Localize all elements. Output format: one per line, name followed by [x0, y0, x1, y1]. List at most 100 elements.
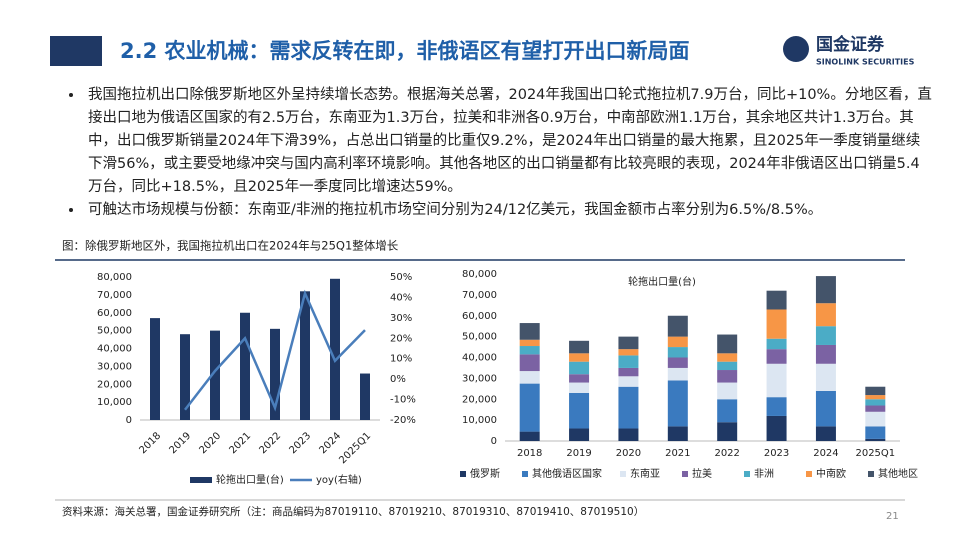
bar-segment: [519, 339, 540, 347]
legend-swatch: [868, 471, 874, 477]
bar-segment: [667, 347, 688, 358]
bar-segment: [667, 336, 688, 348]
line: [184, 289, 366, 412]
y2-tick-label: -10%: [390, 395, 416, 406]
bar-segment: [865, 405, 886, 412]
x-tick-label: 2024: [813, 448, 838, 459]
y2-tick-label: 10%: [390, 354, 412, 365]
bar: [210, 330, 220, 420]
legend-swatch: [806, 471, 812, 477]
x-tick-label: 2019: [566, 448, 591, 459]
chart-title: 轮拖出口量(台): [628, 275, 696, 288]
x-tick-label: 2018: [137, 430, 163, 456]
y-tick-label: 40,000: [462, 353, 497, 364]
source: 资料来源：海关总署，国金证券研究所（注：商品编码为87019110、870192…: [62, 505, 644, 518]
bar-segment: [569, 340, 590, 354]
bar-segment: [766, 397, 787, 416]
bar: [270, 328, 280, 420]
slide-title: 2.2 农业机械：需求反转在即，非俄语区有望打开出口新局面: [120, 39, 690, 63]
y-tick-label: 20,000: [97, 379, 132, 390]
bar-segment: [717, 422, 738, 441]
legend-label: 拉美: [692, 467, 712, 480]
bar: [300, 291, 310, 420]
page-number: 21: [886, 511, 899, 522]
y-tick-label: 40,000: [97, 344, 132, 355]
bar-segment: [667, 367, 688, 381]
y-tick-label: 30,000: [462, 373, 497, 384]
x-tick-label: 2024: [317, 430, 343, 456]
bar-segment: [865, 411, 886, 427]
y-tick-label: 70,000: [462, 290, 497, 301]
x-tick-label: 2020: [197, 430, 223, 456]
bar-segment: [865, 438, 886, 441]
legend-label: 其他俄语区国家: [532, 467, 602, 480]
bar-segment: [865, 426, 886, 439]
bar-segment: [667, 315, 688, 337]
legend-label: 俄罗斯: [470, 467, 500, 480]
x-tick-label: 2019: [167, 430, 193, 456]
y-tick-label: 10,000: [462, 415, 497, 426]
bar-segment: [815, 344, 836, 364]
legend-swatch: [620, 471, 626, 477]
y-tick-label: 10,000: [97, 397, 132, 408]
bar-segment: [618, 355, 639, 368]
legend-swatch: [190, 477, 212, 483]
y-tick-label: 0: [126, 415, 132, 426]
bar-segment: [667, 426, 688, 441]
bar-segment: [766, 349, 787, 364]
bar-segment: [717, 370, 738, 383]
bullet: 我国拖拉机出口除俄罗斯地区外呈持续增长态势。根据海关总署，2024年我国出口轮式…: [84, 84, 932, 199]
x-tick-label: 2021: [227, 430, 253, 456]
y-tick-label: 70,000: [97, 290, 132, 301]
header-block: [50, 36, 102, 66]
bar: [150, 318, 160, 420]
legend-swatch: [682, 471, 688, 477]
bar-segment: [717, 334, 738, 354]
legend-label: 轮拖出口量(台): [216, 473, 284, 486]
x-tick-label: 2021: [665, 448, 690, 459]
x-tick-label: 2018: [517, 448, 542, 459]
bar-segment: [766, 338, 787, 350]
legend-label: 东南亚: [630, 467, 660, 480]
bar-segment: [569, 374, 590, 383]
bar-segment: [815, 363, 836, 391]
bar-segment: [569, 382, 590, 393]
bar-segment: [815, 390, 836, 427]
y2-tick-label: 0%: [390, 374, 406, 385]
x-tick-label: 2025Q1: [855, 448, 895, 459]
logo-en: SINOLINK SECURITIES: [816, 58, 915, 67]
x-tick-label: 2020: [616, 448, 641, 459]
logo-cn: 国金证券: [816, 34, 885, 55]
y-tick-label: 60,000: [97, 308, 132, 319]
legend-label: yoy(右轴): [316, 473, 362, 486]
y-tick-label: 60,000: [462, 311, 497, 322]
bar-segment: [815, 426, 836, 441]
bar-segment: [618, 336, 639, 350]
bar-segment: [865, 386, 886, 396]
bar-segment: [766, 290, 787, 310]
bar-segment: [569, 428, 590, 441]
bar-segment: [717, 361, 738, 371]
bar-segment: [519, 323, 540, 340]
y2-tick-label: -20%: [390, 415, 416, 426]
bar-segment: [569, 353, 590, 362]
bar-segment: [519, 383, 540, 432]
legend-label: 中南欧: [816, 467, 846, 480]
bar: [360, 373, 370, 420]
logo-icon: [783, 36, 809, 62]
y-tick-label: 50,000: [97, 326, 132, 337]
bar-segment: [519, 431, 540, 441]
bar: [330, 278, 340, 420]
bar-segment: [519, 346, 540, 355]
bullets: 我国拖拉机出口除俄罗斯地区外呈持续增长态势。根据海关总署，2024年我国出口轮式…: [62, 84, 932, 222]
bar-segment: [865, 395, 886, 400]
y-tick-label: 30,000: [97, 361, 132, 372]
bar-segment: [519, 354, 540, 372]
x-tick-label: 2022: [257, 430, 283, 456]
figure-caption: 图：除俄罗斯地区外，我国拖拉机出口在2024年与25Q1整体增长: [62, 239, 399, 253]
bar-segment: [618, 428, 639, 441]
bar-segment: [667, 357, 688, 368]
bar-segment: [569, 361, 590, 375]
